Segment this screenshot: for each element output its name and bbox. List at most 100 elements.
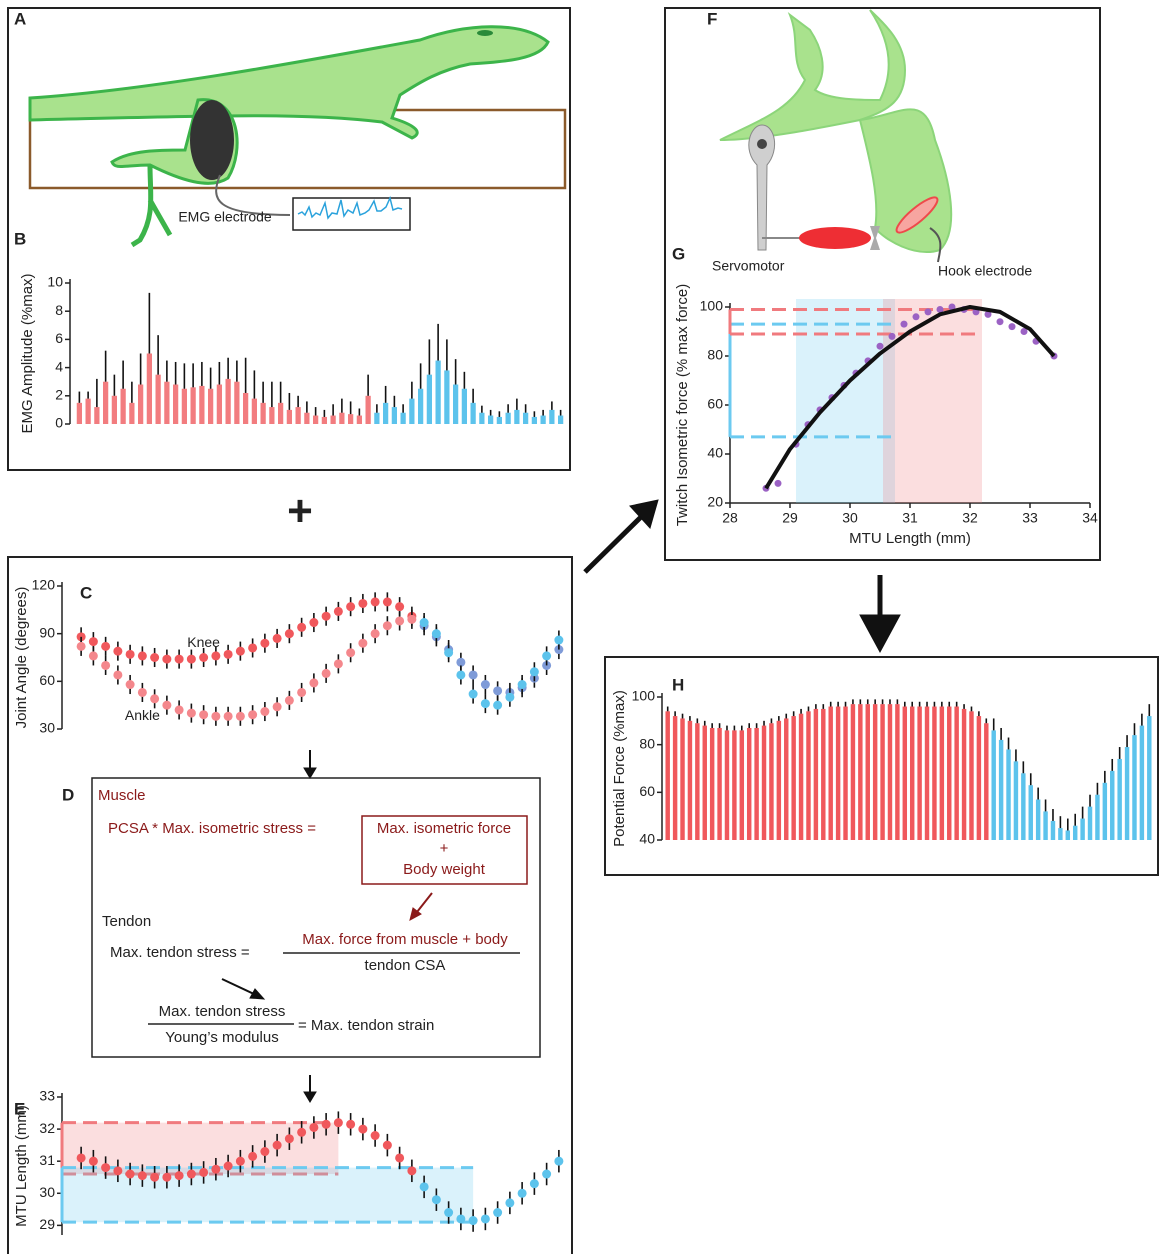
bar	[1028, 785, 1033, 840]
bar	[216, 384, 222, 424]
band	[796, 299, 895, 503]
bar	[665, 711, 670, 840]
bar	[374, 412, 380, 424]
data-point	[554, 635, 564, 645]
y-axis-label: MTU Length (mm)	[13, 1105, 30, 1227]
bar	[514, 409, 520, 424]
data-point	[456, 657, 466, 667]
data-point	[272, 633, 282, 643]
data-point	[297, 622, 307, 632]
data-point	[321, 668, 331, 678]
data-point	[211, 711, 221, 721]
equation-text: Max. isometric force	[377, 820, 511, 837]
data-point	[113, 670, 123, 680]
bar	[1021, 773, 1026, 840]
data-point	[260, 1147, 270, 1157]
data-point	[88, 1156, 98, 1166]
panel-letter: C	[80, 583, 92, 602]
equation-text: Young’s modulus	[165, 1029, 278, 1046]
data-point	[235, 711, 245, 721]
data-point	[431, 1195, 441, 1205]
data-point	[936, 305, 944, 313]
data-point	[444, 1208, 454, 1218]
bar	[339, 412, 345, 424]
emg-trace	[297, 195, 403, 220]
servomotor-hub	[757, 139, 767, 149]
data-point	[260, 707, 270, 717]
leg-upper	[719, 9, 907, 141]
data-point	[211, 1164, 221, 1174]
bar	[680, 718, 685, 840]
bar	[821, 708, 826, 840]
data-point	[346, 602, 356, 612]
data-point	[284, 629, 294, 639]
data-point	[924, 308, 932, 316]
bar	[111, 395, 117, 424]
y-tick-label: 60	[707, 396, 723, 412]
data-point	[186, 1169, 196, 1179]
annotation: Servomotor	[712, 258, 785, 274]
bar	[400, 412, 406, 424]
data-point	[162, 654, 172, 664]
bar	[991, 730, 996, 840]
data-point	[358, 598, 368, 608]
x-tick-label: 33	[1022, 510, 1038, 526]
clamp	[870, 226, 880, 250]
bar	[806, 711, 811, 840]
data-point	[113, 1166, 123, 1176]
data-point	[248, 643, 258, 653]
data-point	[529, 1179, 539, 1189]
bar	[488, 415, 494, 424]
data-point	[358, 1124, 368, 1134]
electrode-wire	[215, 174, 291, 216]
panel-letter: A	[14, 9, 26, 28]
panel-letter: E	[14, 1099, 25, 1118]
data-point	[137, 1171, 147, 1181]
panel-letter: D	[62, 785, 74, 804]
data-point	[162, 1172, 172, 1182]
bar	[208, 388, 214, 424]
data-point	[199, 653, 209, 662]
bar	[917, 706, 922, 840]
bar	[1139, 725, 1145, 840]
data-point	[346, 1119, 356, 1129]
x-tick-label: 34	[1082, 510, 1098, 526]
panel-letter: G	[672, 244, 685, 263]
bar	[558, 415, 564, 424]
y-tick-label: 4	[55, 358, 63, 374]
y-tick-label: 20	[707, 494, 723, 510]
bar	[461, 388, 467, 424]
y-tick-label: 100	[632, 688, 656, 704]
data-point	[984, 310, 992, 318]
data-point	[395, 616, 405, 626]
data-point	[248, 1151, 258, 1161]
data-point	[468, 689, 478, 699]
data-point	[186, 654, 196, 664]
data-point	[174, 1171, 184, 1181]
data-point	[88, 637, 98, 647]
data-point	[125, 680, 135, 690]
bar	[409, 398, 415, 424]
data-point	[912, 313, 920, 321]
y-tick-label: 6	[55, 330, 63, 346]
bar	[1065, 830, 1071, 840]
bar	[549, 409, 555, 424]
x-tick-label: 28	[722, 510, 738, 526]
data-point	[150, 653, 160, 662]
data-point	[333, 1118, 343, 1128]
bar	[739, 730, 745, 840]
data-point	[186, 708, 196, 718]
bar	[998, 739, 1004, 840]
data-point	[137, 687, 147, 697]
bar	[479, 412, 485, 424]
data-point	[297, 687, 307, 697]
data-point	[297, 1127, 307, 1137]
lizard-eye	[477, 30, 493, 36]
data-point	[137, 651, 147, 661]
bar	[444, 370, 450, 424]
bar	[286, 409, 292, 424]
y-tick-label: 2	[55, 387, 63, 403]
fit-curve	[764, 305, 1056, 490]
bar	[129, 402, 135, 424]
bar	[523, 412, 529, 424]
